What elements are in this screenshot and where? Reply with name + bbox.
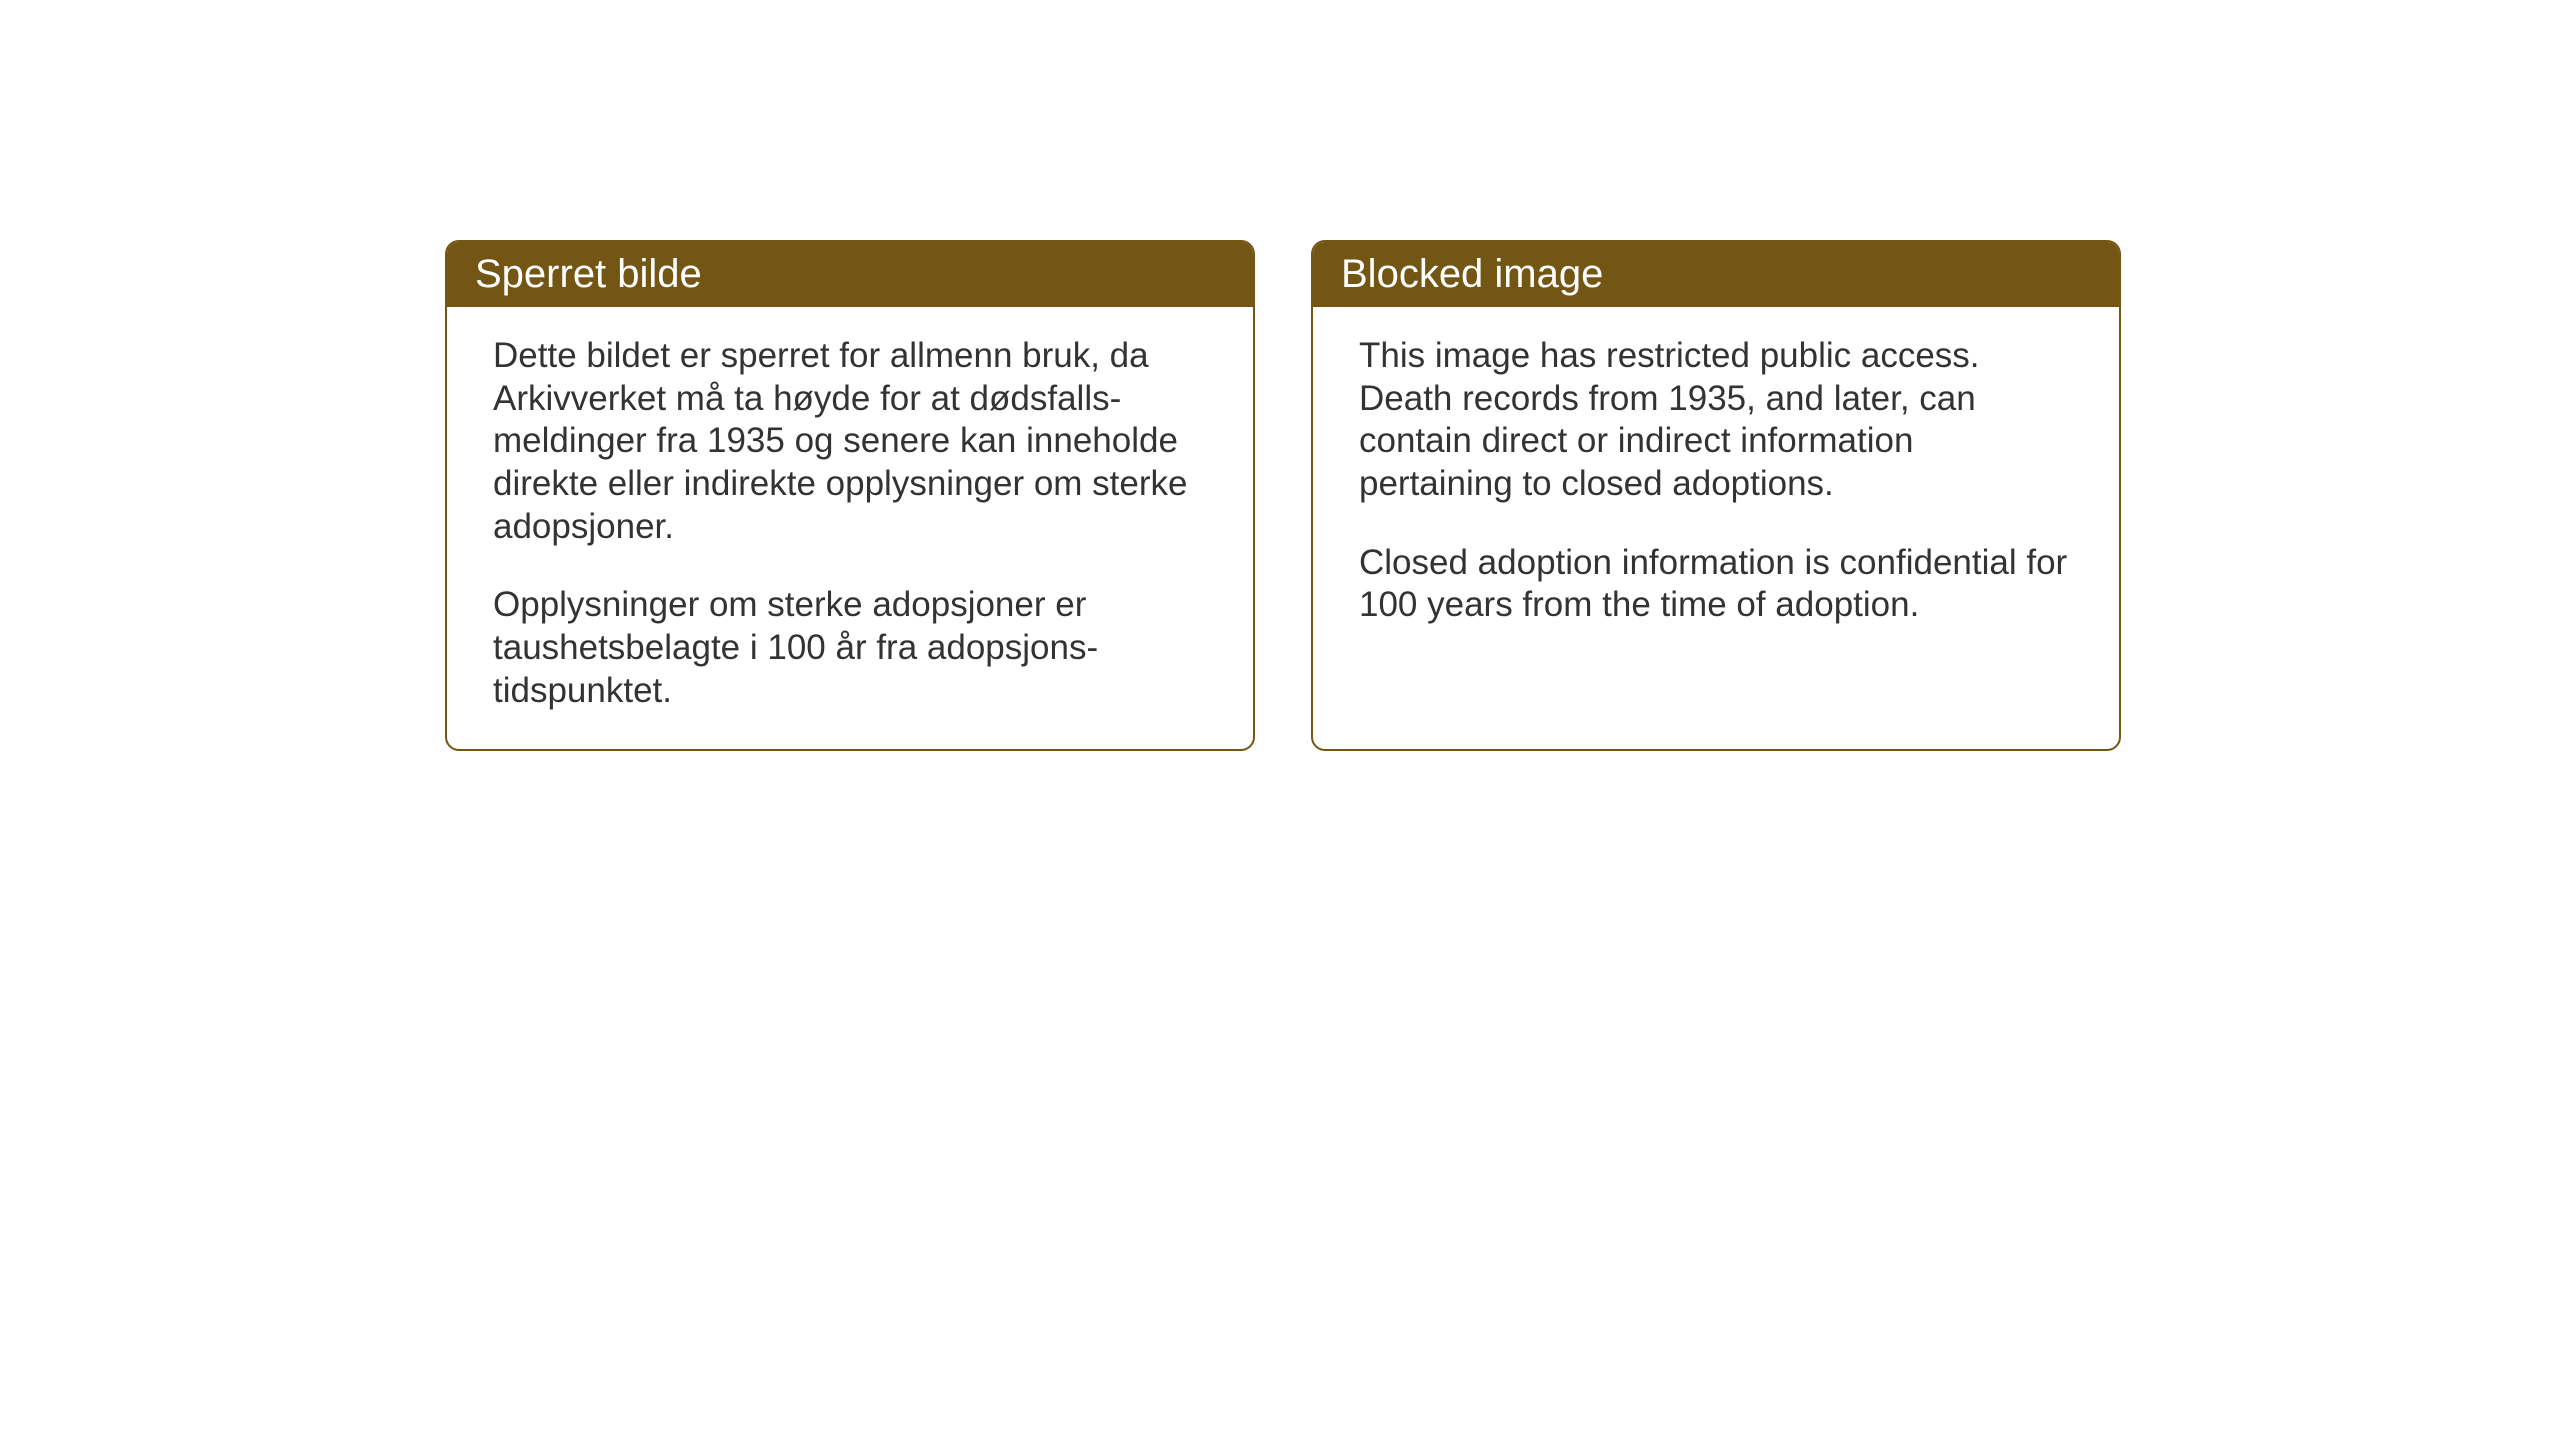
norwegian-paragraph-2: Opplysninger om sterke adopsjoner er tau… bbox=[493, 584, 1207, 712]
english-paragraph-2: Closed adoption information is confident… bbox=[1359, 542, 2073, 627]
english-notice-card: Blocked image This image has restricted … bbox=[1311, 240, 2121, 751]
norwegian-card-body: Dette bildet er sperret for allmenn bruk… bbox=[447, 307, 1253, 749]
norwegian-paragraph-1: Dette bildet er sperret for allmenn bruk… bbox=[493, 335, 1207, 548]
english-card-body: This image has restricted public access.… bbox=[1313, 307, 2119, 663]
english-card-header: Blocked image bbox=[1313, 242, 2119, 307]
english-paragraph-1: This image has restricted public access.… bbox=[1359, 335, 2073, 506]
norwegian-notice-card: Sperret bilde Dette bildet er sperret fo… bbox=[445, 240, 1255, 751]
notice-container: Sperret bilde Dette bildet er sperret fo… bbox=[445, 240, 2121, 751]
norwegian-card-header: Sperret bilde bbox=[447, 242, 1253, 307]
